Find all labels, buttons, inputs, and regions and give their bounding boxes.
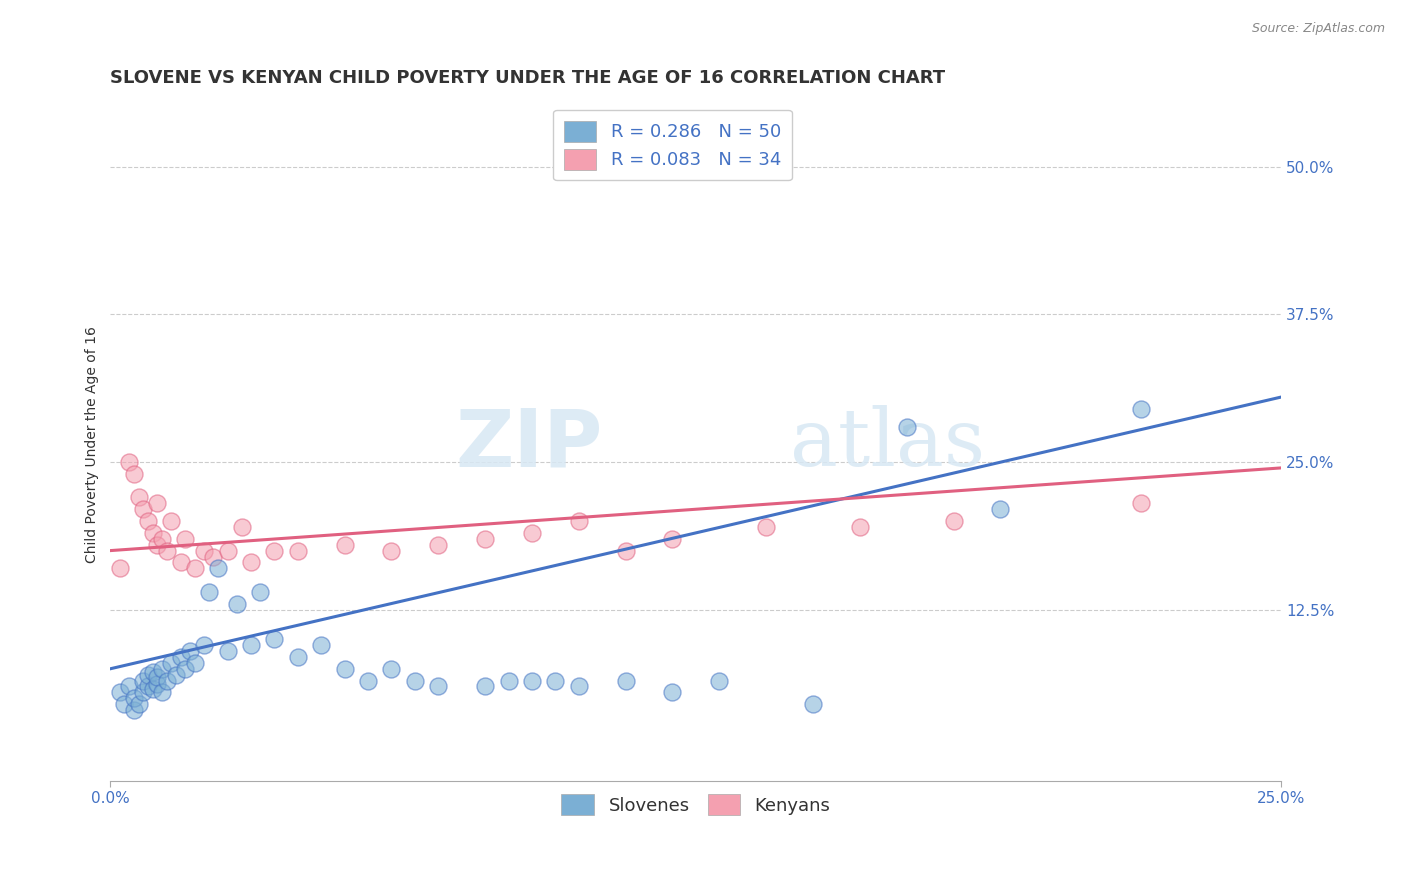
Point — [287, 543, 309, 558]
Point — [357, 673, 380, 688]
Point — [896, 419, 918, 434]
Point — [132, 685, 155, 699]
Point — [136, 680, 159, 694]
Point — [156, 673, 179, 688]
Point — [146, 677, 169, 691]
Point — [207, 561, 229, 575]
Point — [174, 532, 197, 546]
Point — [568, 514, 591, 528]
Legend: Slovenes, Kenyans: Slovenes, Kenyans — [554, 787, 838, 822]
Point — [614, 673, 637, 688]
Point — [239, 556, 262, 570]
Point — [108, 685, 131, 699]
Point — [183, 561, 205, 575]
Point — [114, 697, 136, 711]
Point — [474, 532, 496, 546]
Point — [225, 597, 247, 611]
Text: SLOVENE VS KENYAN CHILD POVERTY UNDER THE AGE OF 16 CORRELATION CHART: SLOVENE VS KENYAN CHILD POVERTY UNDER TH… — [111, 69, 946, 87]
Point — [988, 502, 1011, 516]
Point — [263, 543, 285, 558]
Point — [118, 455, 141, 469]
Point — [156, 543, 179, 558]
Point — [380, 543, 402, 558]
Point — [193, 543, 215, 558]
Point — [709, 673, 731, 688]
Point — [146, 670, 169, 684]
Point — [427, 680, 450, 694]
Point — [498, 673, 520, 688]
Point — [380, 662, 402, 676]
Point — [404, 673, 426, 688]
Point — [520, 673, 543, 688]
Point — [174, 662, 197, 676]
Point — [122, 703, 145, 717]
Point — [520, 525, 543, 540]
Text: atlas: atlas — [790, 405, 984, 483]
Point — [150, 532, 173, 546]
Point — [942, 514, 965, 528]
Point — [132, 502, 155, 516]
Text: ZIP: ZIP — [456, 405, 602, 483]
Point — [239, 638, 262, 652]
Point — [309, 638, 332, 652]
Point — [193, 638, 215, 652]
Point — [202, 549, 225, 564]
Point — [165, 667, 187, 681]
Point — [146, 496, 169, 510]
Point — [197, 585, 219, 599]
Point — [661, 532, 683, 546]
Point — [427, 538, 450, 552]
Point — [217, 644, 239, 658]
Text: Source: ZipAtlas.com: Source: ZipAtlas.com — [1251, 22, 1385, 36]
Point — [142, 665, 165, 680]
Point — [183, 656, 205, 670]
Point — [333, 538, 356, 552]
Point — [614, 543, 637, 558]
Point — [118, 680, 141, 694]
Point — [249, 585, 271, 599]
Point — [150, 662, 173, 676]
Point — [142, 681, 165, 696]
Y-axis label: Child Poverty Under the Age of 16: Child Poverty Under the Age of 16 — [86, 326, 100, 563]
Point — [1129, 401, 1152, 416]
Point — [136, 514, 159, 528]
Point — [801, 697, 824, 711]
Point — [136, 667, 159, 681]
Point — [179, 644, 201, 658]
Point — [169, 649, 191, 664]
Point — [474, 680, 496, 694]
Point — [146, 538, 169, 552]
Point — [150, 685, 173, 699]
Point — [849, 520, 872, 534]
Point — [160, 514, 183, 528]
Point — [122, 467, 145, 481]
Point — [544, 673, 567, 688]
Point — [755, 520, 778, 534]
Point — [142, 525, 165, 540]
Point — [128, 491, 150, 505]
Point — [333, 662, 356, 676]
Point — [661, 685, 683, 699]
Point — [122, 691, 145, 706]
Point — [287, 649, 309, 664]
Point — [108, 561, 131, 575]
Point — [568, 680, 591, 694]
Point — [169, 556, 191, 570]
Point — [217, 543, 239, 558]
Point — [132, 673, 155, 688]
Point — [128, 697, 150, 711]
Point — [231, 520, 253, 534]
Point — [1129, 496, 1152, 510]
Point — [263, 632, 285, 647]
Point — [160, 656, 183, 670]
